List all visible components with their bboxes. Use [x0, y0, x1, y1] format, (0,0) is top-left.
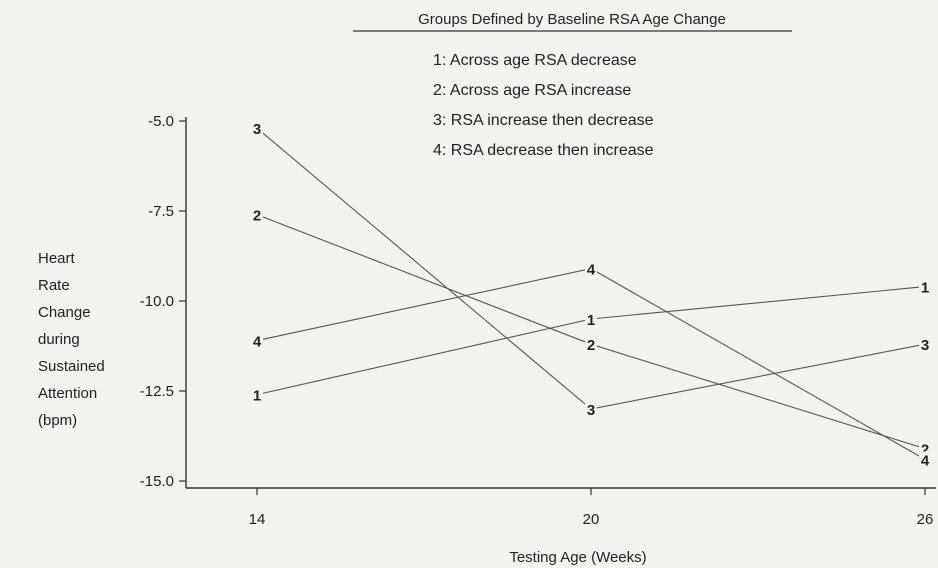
series-4-point: 4	[253, 334, 262, 351]
y-axis-label-line: Sustained	[38, 358, 105, 375]
y-axis-label-line: Heart	[38, 250, 76, 267]
y-tick-label: -12.5	[140, 383, 174, 400]
legend-entry-3: 3: RSA increase then decrease	[433, 112, 654, 129]
legend-entry-1: 1: Across age RSA decrease	[433, 52, 637, 69]
series-3-marker-bg	[919, 336, 931, 353]
x-axis-label: Testing Age (Weeks)	[509, 549, 646, 566]
axes: -5.0-7.5-10.0-12.5-15.014 20 26	[140, 113, 936, 528]
series-3-marker-bg	[251, 120, 263, 137]
x-tick-label: 26	[917, 511, 934, 528]
series-3-marker-bg	[585, 401, 597, 417]
series-4-point: 4	[921, 452, 930, 469]
y-axis-label-line: during	[38, 331, 80, 348]
x-tick-label: 14	[249, 511, 266, 528]
series-2-marker-bg	[251, 206, 263, 223]
series-1-marker-bg	[585, 311, 597, 327]
series-2-point: 2	[253, 208, 261, 225]
x-tick-label: 20	[583, 511, 600, 528]
series-2-point: 2	[921, 442, 929, 459]
y-axis-label-line: Rate	[38, 277, 70, 294]
series-4-marker-bg	[251, 332, 263, 349]
series-3-point: 3	[587, 402, 595, 419]
series-4-marker-bg	[585, 260, 597, 277]
y-axis-label-line: Change	[38, 304, 91, 321]
series-1-marker-bg	[919, 278, 931, 295]
series-layer: 1 1 1 2 2 2 3 3 3 4 4 4	[251, 120, 931, 469]
legend: Groups Defined by Baseline RSA Age Chang…	[353, 11, 792, 159]
legend-entry-2: 2: Across age RSA increase	[433, 82, 631, 99]
legend-title: Groups Defined by Baseline RSA Age Chang…	[418, 11, 726, 28]
series-3-point: 3	[921, 337, 929, 354]
y-tick-label: -15.0	[140, 473, 174, 490]
series-1-point: 1	[587, 312, 595, 329]
series-2-marker-bg	[585, 336, 597, 353]
series-1-point: 1	[253, 388, 261, 405]
y-axis-label: Heart Rate Change during Sustained Attention (…	[38, 250, 105, 429]
series-3-point: 3	[253, 121, 261, 138]
y-axis-label-line: (bpm)	[38, 412, 77, 429]
series-1-marker-bg	[251, 386, 263, 403]
series-4-point: 4	[587, 262, 596, 279]
series-2-point: 2	[587, 337, 595, 354]
y-tick-label: -7.5	[148, 203, 174, 220]
y-tick-label: -10.0	[140, 293, 174, 310]
y-axis-label-line: Attention	[38, 385, 97, 402]
series-4-marker-bg	[919, 451, 931, 468]
series-1-point: 1	[921, 280, 929, 297]
y-tick-label: -5.0	[148, 113, 174, 130]
legend-entry-4: 4: RSA decrease then increase	[433, 142, 654, 159]
